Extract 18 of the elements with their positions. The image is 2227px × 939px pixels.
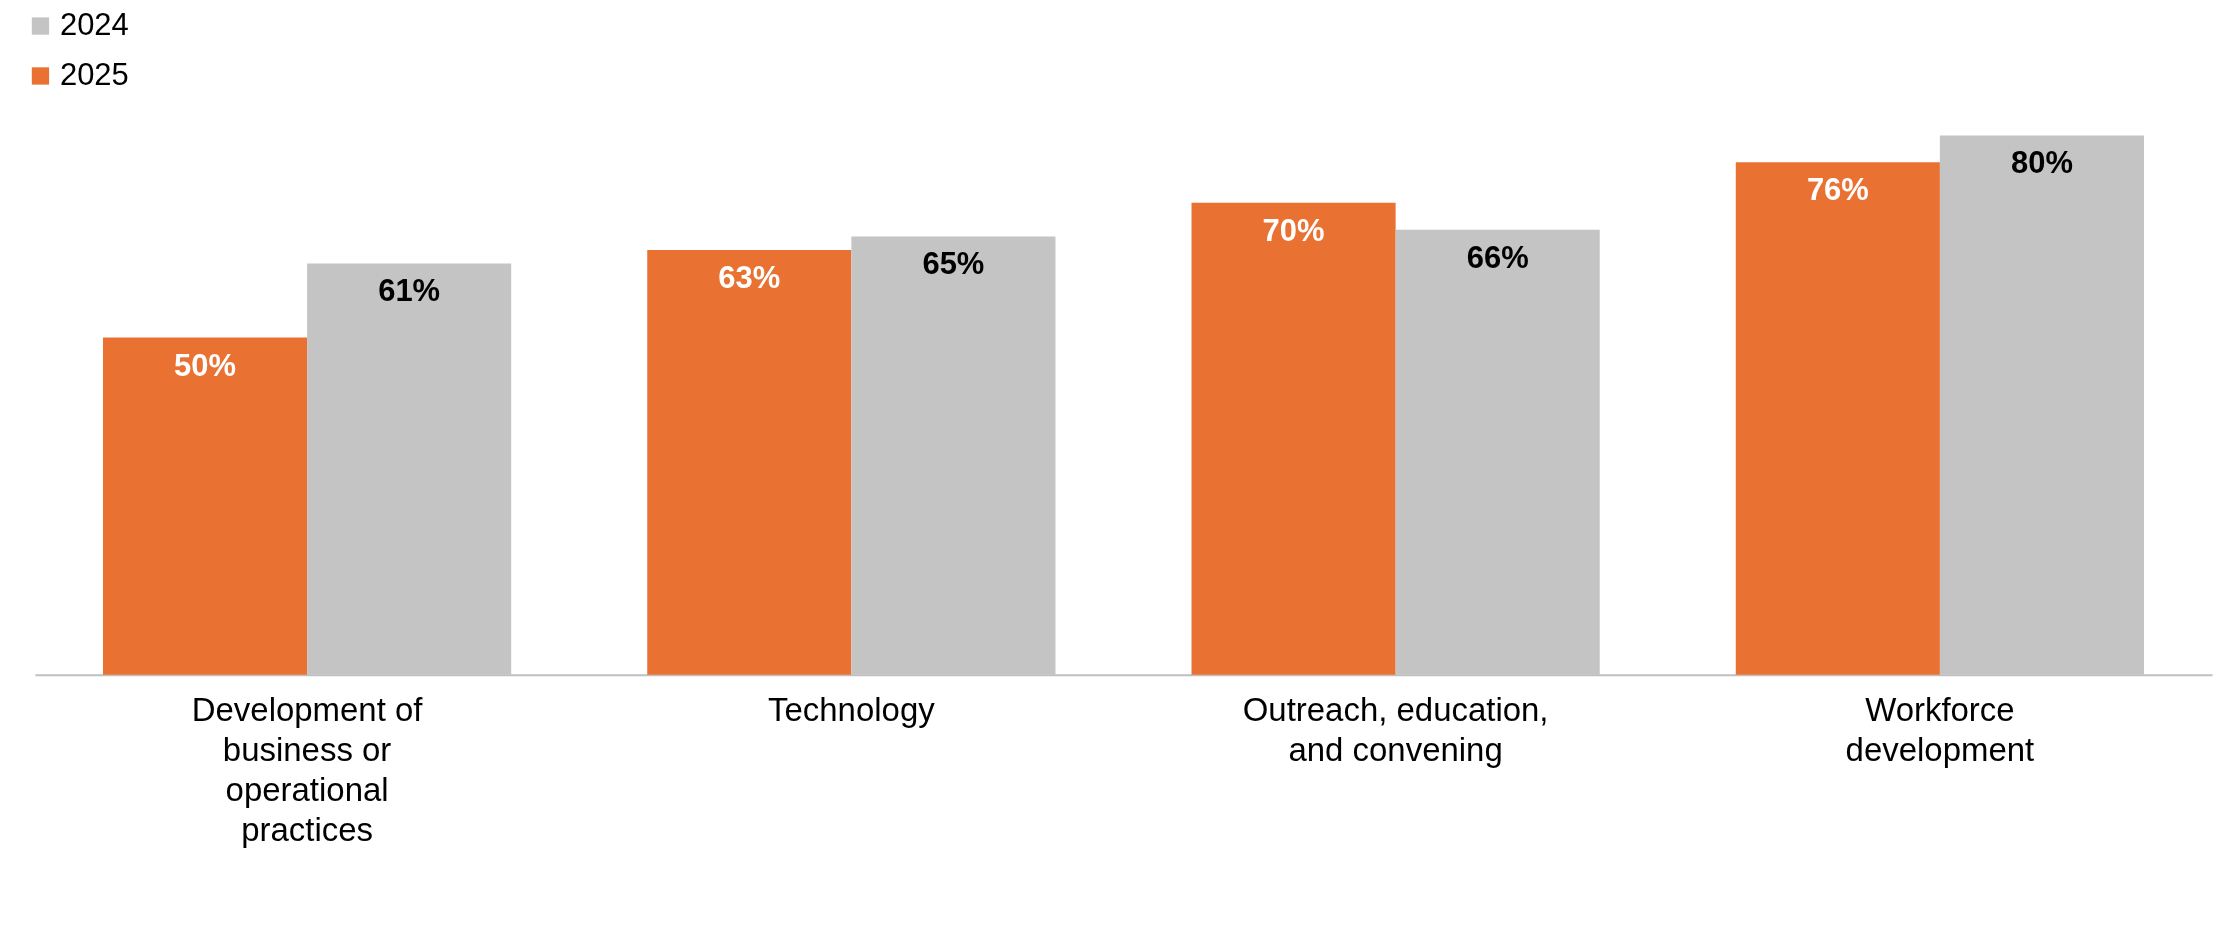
data-label: 61% (378, 273, 441, 309)
x-tick-label: Development of business or operational practices (191, 691, 424, 848)
legend-label: 2024 (59, 7, 129, 43)
data-label: 80% (2010, 145, 2073, 181)
data-label: 76% (1806, 172, 1869, 208)
data-label: 65% (922, 246, 985, 282)
bar (647, 249, 852, 675)
legend-label: 2025 (59, 56, 129, 92)
x-tick-label: Outreach, education, and convening (1242, 691, 1549, 769)
bar (102, 337, 308, 675)
data-label: 50% (174, 347, 236, 383)
bar (1191, 202, 1396, 675)
data-label: 70% (1262, 212, 1325, 248)
bar (1735, 162, 1940, 675)
data-label: 66% (1466, 239, 1529, 275)
x-tick-label: Workforce development (1845, 691, 2035, 769)
x-tick-label: Technology (768, 691, 936, 729)
data-label: 63% (718, 259, 781, 295)
